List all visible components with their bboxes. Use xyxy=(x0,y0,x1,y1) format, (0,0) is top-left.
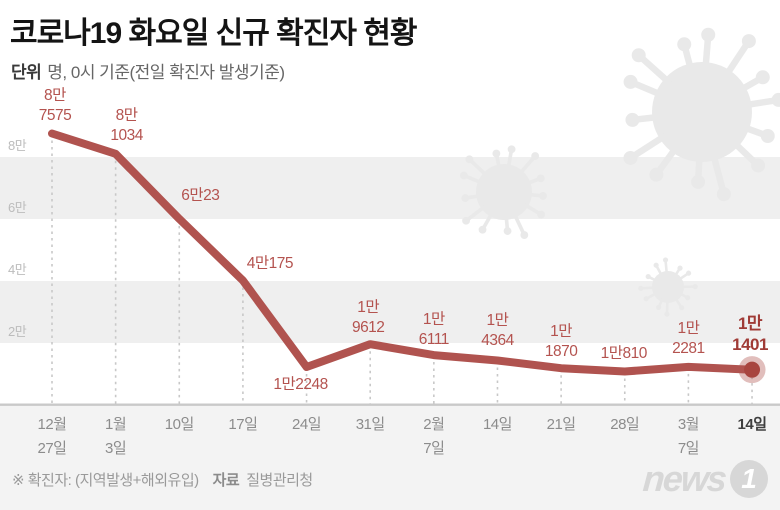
end-point-marker xyxy=(744,361,761,378)
virus-spike-tip xyxy=(692,284,698,290)
virus-spike-tip xyxy=(685,270,692,276)
virus-spike-tip xyxy=(751,158,766,173)
virus-spike-tip xyxy=(741,34,756,49)
coronavirus-icon xyxy=(638,257,698,317)
virus-spike-tip xyxy=(492,149,501,158)
virus-spike-tip xyxy=(649,167,664,182)
virus-spike-tip xyxy=(645,273,651,280)
virus-spike-tip xyxy=(503,227,512,235)
virus-spike-tip xyxy=(691,174,706,189)
virus-spike-tip xyxy=(478,225,487,234)
virus-spike-tip xyxy=(760,129,775,144)
grid-band xyxy=(0,281,780,343)
virus-spike-tip xyxy=(685,295,691,301)
virus-spike-tip xyxy=(664,311,670,317)
virus-spike-tip xyxy=(771,92,780,107)
coronavirus-icon xyxy=(459,145,547,239)
virus-spike-tip xyxy=(643,296,649,302)
virus-spike-tip xyxy=(459,171,468,180)
virus-spike-tip xyxy=(539,191,547,200)
virus-spike-tip xyxy=(677,37,692,52)
virus-spike-tip xyxy=(631,48,646,63)
virus-spike-tip xyxy=(653,262,659,268)
virus-spike-tip xyxy=(679,305,685,311)
virus-spike-tip xyxy=(465,155,474,164)
virus-spike-tip xyxy=(638,285,644,291)
virus-spike-tip xyxy=(520,231,529,239)
virus-spike-tip xyxy=(623,150,638,165)
axis-baseline xyxy=(0,403,780,406)
virus-spike-tip xyxy=(536,174,545,183)
virus-body xyxy=(476,164,532,220)
coronavirus-icon xyxy=(623,27,780,202)
virus-spike-tip xyxy=(656,304,662,310)
virus-spike-tip xyxy=(507,145,516,154)
x-axis-strip xyxy=(0,406,780,510)
virus-spike-tip xyxy=(755,70,770,85)
virus-spike-tip xyxy=(662,257,669,263)
virus-spike-tip xyxy=(462,216,470,225)
virus-spike-tip xyxy=(625,112,640,127)
virus-spike-tip xyxy=(716,187,731,202)
virus-spike-tip xyxy=(701,27,716,42)
trend-line xyxy=(48,129,756,376)
virus-spike-tip xyxy=(537,210,546,219)
virus-spike-tip xyxy=(677,265,683,271)
virus-spike-tip xyxy=(531,152,540,160)
virus-body xyxy=(652,62,752,162)
virus-spike-tip xyxy=(623,74,638,89)
virus-body xyxy=(652,271,684,303)
virus-spike-tip xyxy=(461,194,470,203)
